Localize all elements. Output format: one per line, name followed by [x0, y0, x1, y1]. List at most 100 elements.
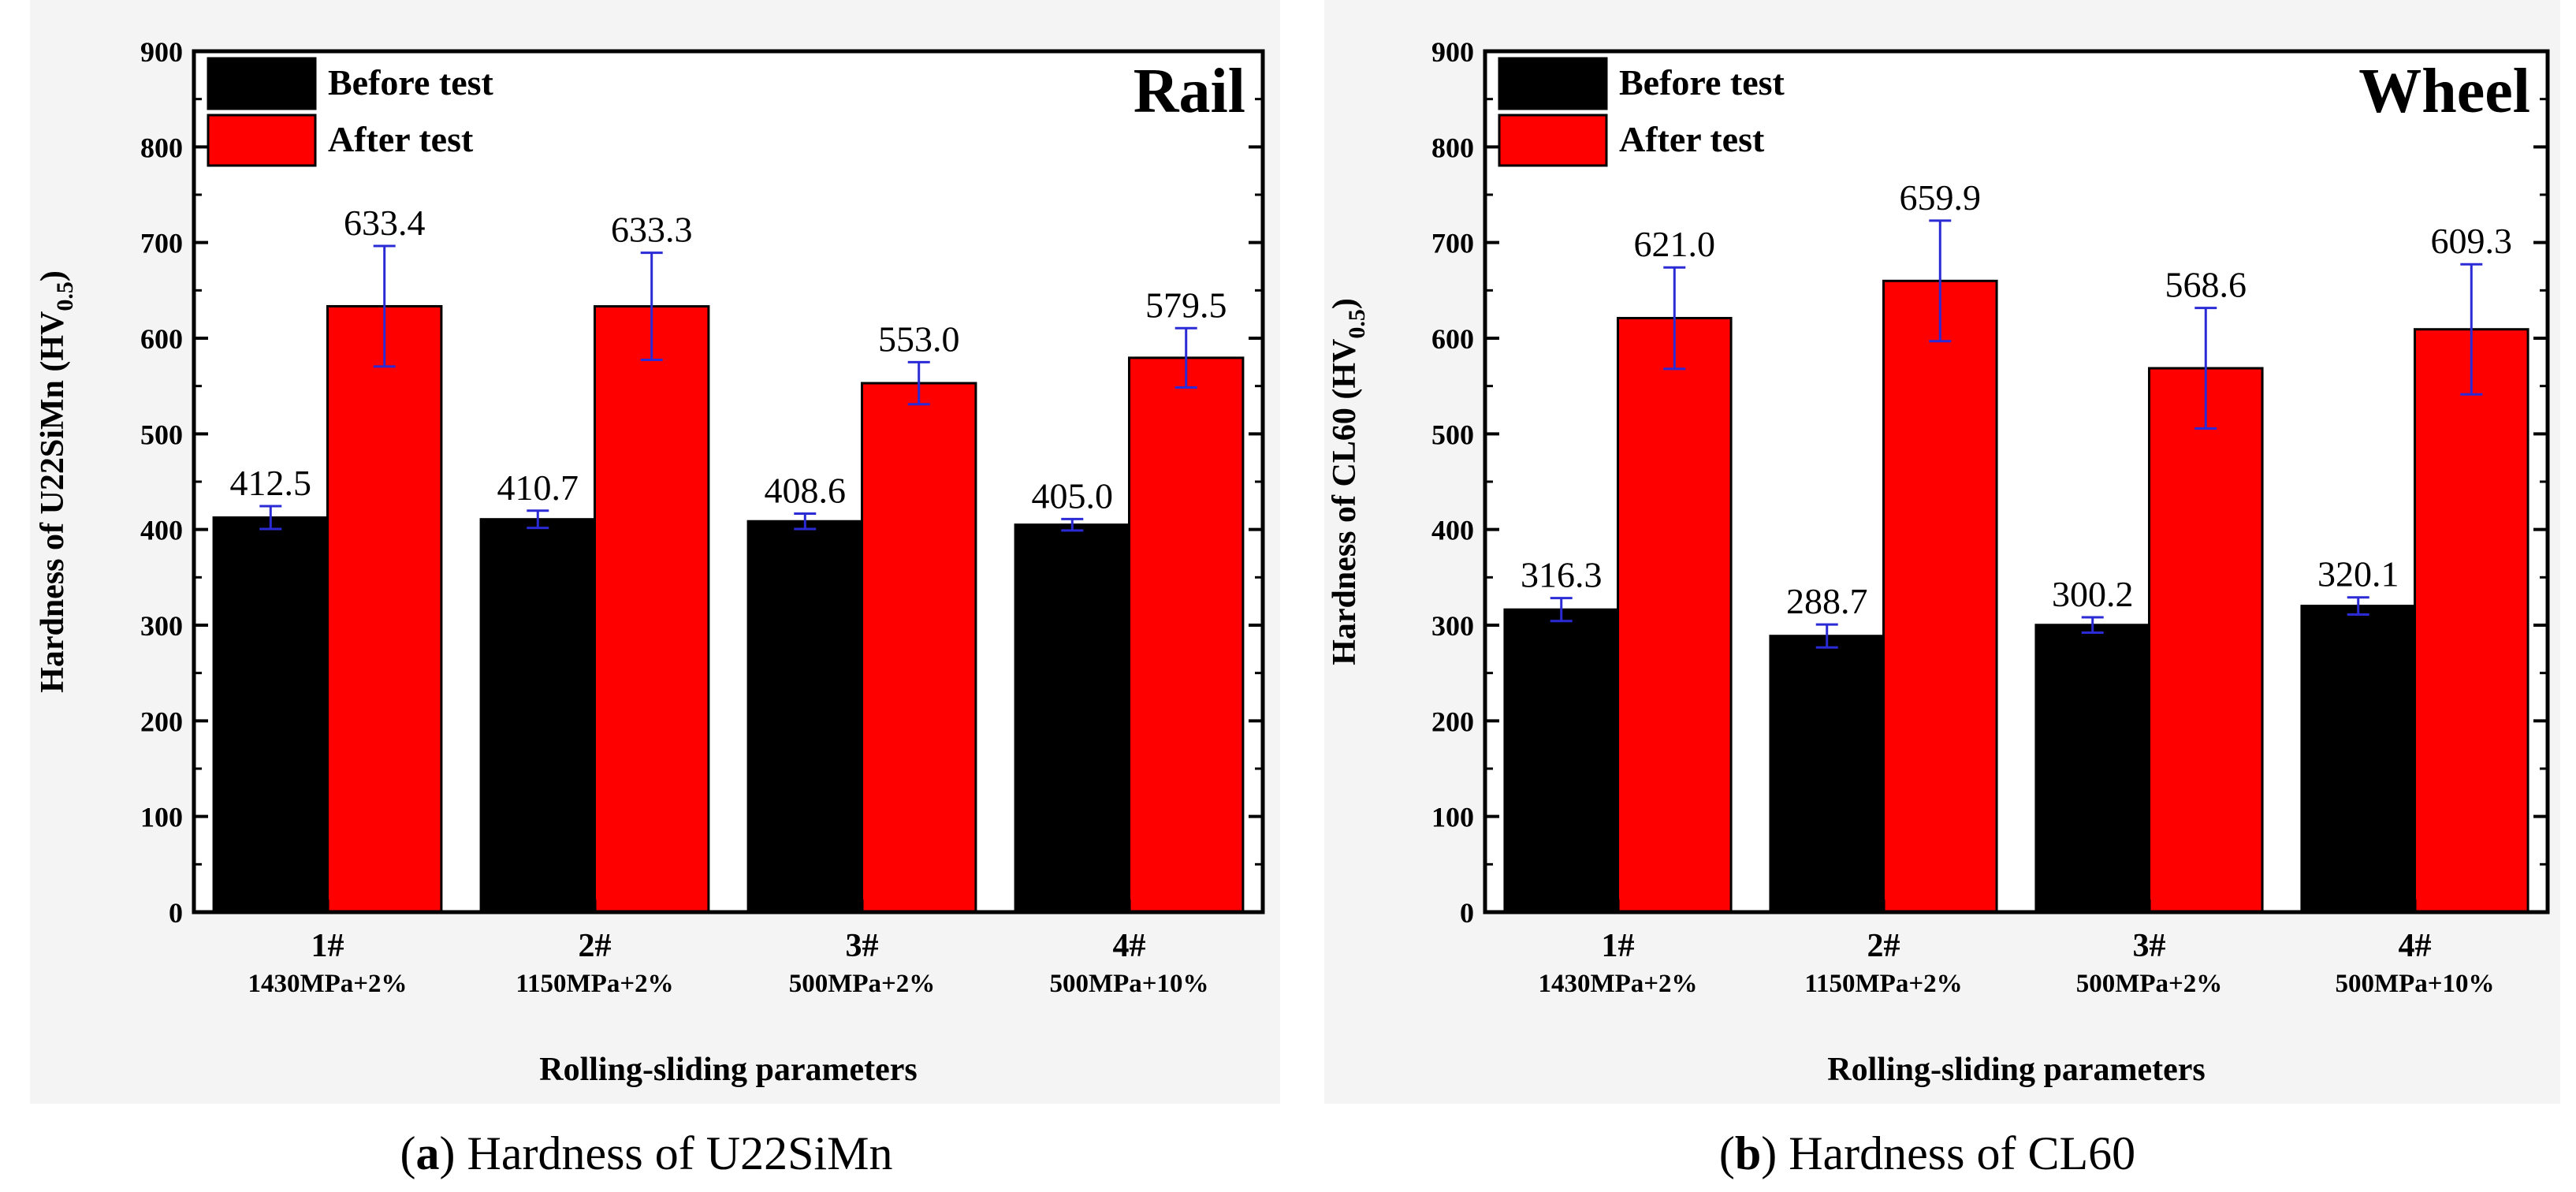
y-axis-title-close: ): [1327, 298, 1363, 309]
y-tick-label: 300: [1431, 610, 1474, 642]
bar-before-1: [1503, 608, 1619, 914]
y-tick-label: 200: [140, 706, 183, 737]
figure-caption: (b) Hardness of CL60: [1719, 1127, 2135, 1179]
x-condition-label: 1150MPa+2%: [1804, 970, 1962, 998]
y-axis-title: Hardness of CL60 (HV0.5): [1327, 298, 1370, 665]
data-label: 633.3: [611, 210, 693, 250]
x-category-label: 2#: [579, 928, 612, 964]
y-tick-label: 700: [1431, 228, 1474, 259]
legend-label: Before test: [1619, 62, 1785, 102]
panel-title: Wheel: [2358, 57, 2530, 126]
legend-swatch: [1498, 114, 1608, 167]
x-category-label: 4#: [2399, 928, 2432, 964]
bar-after-3: [861, 382, 977, 914]
chart-panel-1: 0 100 200 300 400 500 600 700 800 900 412.5 633.4 1#…: [30, 0, 1280, 1179]
data-label: 609.3: [2431, 221, 2513, 261]
data-label: 320.1: [2317, 554, 2399, 594]
x-category-label: 3#: [2133, 928, 2166, 964]
y-axis-title-close: ): [35, 270, 71, 281]
bar-before-3: [2034, 624, 2150, 914]
y-axis-title: Hardness of U22SiMn (HV0.5): [35, 270, 78, 693]
y-tick-label: 100: [1431, 802, 1474, 833]
x-condition-label: 1430MPa+2%: [1538, 970, 1697, 998]
data-label: 633.4: [344, 203, 426, 243]
figure-caption: (a) Hardness of U22SiMn: [400, 1127, 893, 1179]
data-label: 579.5: [1145, 285, 1227, 325]
y-tick-label: 400: [140, 515, 183, 546]
caption-letter: b: [1735, 1127, 1761, 1179]
y-tick-label: 700: [140, 228, 183, 259]
bar-after-4: [2414, 328, 2529, 914]
bar-after-2: [594, 305, 710, 914]
bar-after-1: [1617, 317, 1733, 914]
caption-text: ) Hardness of CL60: [1761, 1127, 2135, 1179]
y-tick-label: 600: [1431, 323, 1474, 355]
data-label: 316.3: [1521, 555, 1603, 595]
y-tick-label: 500: [140, 419, 183, 450]
y-axis-title-subscript: 0.5: [52, 281, 78, 311]
legend-label: After test: [1619, 119, 1765, 159]
y-tick-label: 200: [1431, 706, 1474, 737]
y-axis-title-main: Hardness of CL60 (HV: [1327, 339, 1363, 665]
bar-before-4: [2300, 605, 2416, 914]
caption-letter: a: [416, 1127, 440, 1179]
x-condition-label: 500MPa+2%: [2076, 970, 2223, 998]
y-tick-label: 800: [1431, 132, 1474, 163]
y-tick-label: 300: [140, 610, 183, 642]
bar-after-2: [1882, 279, 1998, 914]
x-category-label: 1#: [311, 928, 344, 964]
y-tick-label: 900: [140, 36, 183, 68]
y-tick-label: 0: [169, 897, 183, 929]
caption-paren-open: (: [400, 1127, 416, 1179]
data-label: 405.0: [1032, 475, 1114, 516]
data-label: 568.6: [2165, 265, 2247, 305]
x-category-label: 3#: [846, 928, 879, 964]
y-tick-label: 500: [1431, 419, 1474, 450]
bar-after-4: [1128, 356, 1245, 914]
x-condition-label: 1430MPa+2%: [248, 970, 407, 998]
x-condition-label: 500MPa+2%: [789, 970, 936, 998]
legend-swatch: [1498, 57, 1608, 110]
x-condition-label: 500MPa+10%: [2335, 970, 2494, 998]
bar-after-3: [2148, 367, 2264, 914]
x-axis-title: Rolling-sliding parameters: [1827, 1052, 2206, 1088]
legend-label: Before test: [328, 62, 494, 102]
x-category-label: 1#: [1602, 928, 1635, 964]
data-label: 300.2: [2052, 574, 2134, 614]
y-tick-label: 100: [140, 802, 183, 833]
x-condition-label: 500MPa+10%: [1049, 970, 1208, 998]
legend-label: After test: [328, 119, 474, 159]
y-tick-label: 0: [1460, 897, 1474, 929]
bar-before-4: [1014, 523, 1131, 914]
y-tick-label: 800: [140, 132, 183, 163]
data-label: 553.0: [878, 318, 960, 359]
data-label: 288.7: [1786, 581, 1868, 621]
y-tick-label: 600: [140, 323, 183, 355]
bar-before-3: [746, 520, 863, 914]
x-condition-label: 1150MPa+2%: [516, 970, 673, 998]
legend-swatch: [207, 57, 317, 110]
x-category-label: 2#: [1867, 928, 1900, 964]
y-tick-label: 900: [1431, 36, 1474, 68]
data-label: 410.7: [497, 467, 579, 508]
caption-paren-open: (: [1719, 1127, 1735, 1179]
bar-after-1: [326, 304, 443, 914]
y-axis-title-main: Hardness of U22SiMn (HV: [35, 311, 71, 693]
chart-panel-2: 0 100 200 300 400 500 600 700 800 900 316.3 621.0 1#…: [1324, 0, 2560, 1179]
bar-before-2: [1769, 635, 1885, 914]
y-tick-label: 400: [1431, 515, 1474, 546]
panel-title: Rail: [1134, 57, 1245, 126]
x-category-label: 4#: [1113, 928, 1146, 964]
data-label: 408.6: [765, 471, 847, 511]
y-axis-title-subscript: 0.5: [1344, 309, 1370, 339]
bar-before-1: [212, 516, 329, 914]
legend-swatch: [207, 114, 317, 167]
data-label: 659.9: [1900, 177, 1982, 218]
caption-text: ) Hardness of U22SiMn: [440, 1127, 893, 1179]
plot-frame: [1483, 49, 2550, 914]
data-label: 412.5: [230, 463, 312, 503]
x-axis-title: Rolling-sliding parameters: [539, 1052, 918, 1088]
data-label: 621.0: [1634, 224, 1716, 264]
bar-before-2: [479, 518, 596, 914]
